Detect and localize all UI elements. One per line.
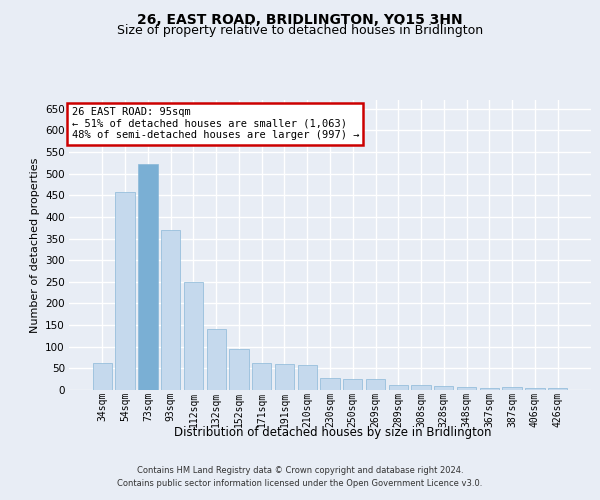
Text: Distribution of detached houses by size in Bridlington: Distribution of detached houses by size … xyxy=(174,426,492,439)
Bar xyxy=(93,362,112,390)
Text: Contains HM Land Registry data © Crown copyright and database right 2024.: Contains HM Land Registry data © Crown c… xyxy=(137,466,463,475)
Bar xyxy=(138,164,158,390)
Text: 26 EAST ROAD: 95sqm
← 51% of detached houses are smaller (1,063)
48% of semi-det: 26 EAST ROAD: 95sqm ← 51% of detached ho… xyxy=(71,108,359,140)
Bar xyxy=(320,378,340,390)
Bar xyxy=(412,385,431,390)
Bar xyxy=(184,282,203,390)
Bar xyxy=(434,386,454,390)
Bar xyxy=(206,329,226,390)
Bar xyxy=(525,388,545,390)
Bar xyxy=(252,362,271,390)
Bar xyxy=(115,192,135,390)
Bar xyxy=(343,378,362,390)
Bar xyxy=(161,230,181,390)
Bar xyxy=(457,387,476,390)
Bar xyxy=(275,364,294,390)
Text: Contains public sector information licensed under the Open Government Licence v3: Contains public sector information licen… xyxy=(118,478,482,488)
Bar xyxy=(229,349,248,390)
Bar xyxy=(366,378,385,390)
Text: 26, EAST ROAD, BRIDLINGTON, YO15 3HN: 26, EAST ROAD, BRIDLINGTON, YO15 3HN xyxy=(137,12,463,26)
Bar xyxy=(389,385,408,390)
Y-axis label: Number of detached properties: Number of detached properties xyxy=(29,158,40,332)
Bar xyxy=(479,388,499,390)
Text: Size of property relative to detached houses in Bridlington: Size of property relative to detached ho… xyxy=(117,24,483,37)
Bar xyxy=(298,366,317,390)
Bar xyxy=(548,388,567,390)
Bar xyxy=(502,387,522,390)
